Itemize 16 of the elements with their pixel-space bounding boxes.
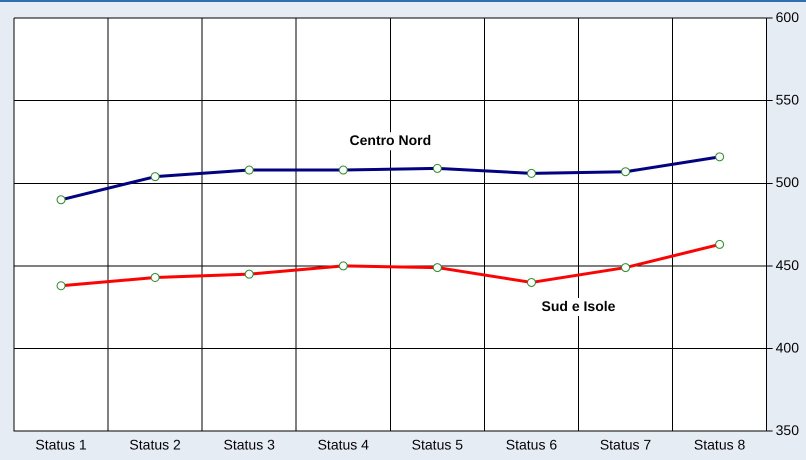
x-tick-label: Status 8 [694,436,746,452]
series-label: Sud e Isole [542,298,616,314]
y-tick-label: 350 [776,422,800,438]
x-tick-label: Status 5 [412,436,464,452]
y-tick-label: 600 [776,8,800,25]
x-tick-label: Status 2 [129,436,182,452]
series-label: Centro Nord [349,132,432,148]
y-tick-label: 550 [776,92,800,108]
x-tick-label: Status 6 [506,436,558,452]
x-tick-label: Status 7 [600,436,652,452]
x-tick-label: Status 3 [224,436,276,452]
x-tick-label: Status 4 [318,436,370,452]
y-tick-label: 500 [776,174,800,190]
y-tick-label: 400 [776,339,800,356]
x-tick-label: Status 1 [35,436,87,452]
y-tick-label: 450 [776,256,800,273]
